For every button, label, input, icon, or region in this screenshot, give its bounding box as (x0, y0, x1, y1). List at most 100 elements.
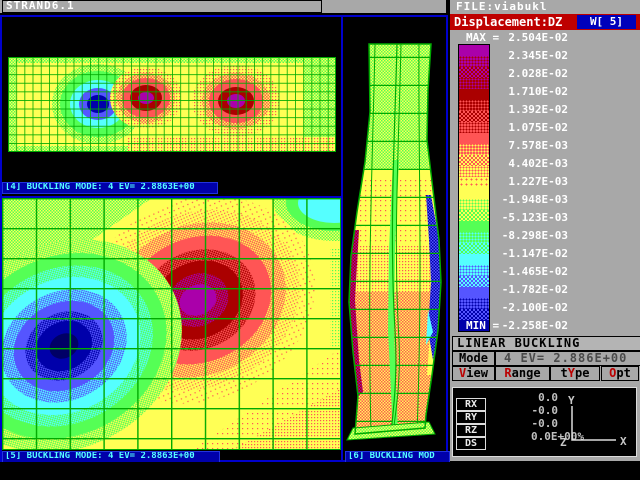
legend-value: 4.402E-03 (508, 157, 568, 170)
legend-band (459, 56, 489, 67)
legend-min-label: MIN = (466, 319, 500, 332)
legend-value: 1.392E-02 (508, 103, 568, 116)
result-banner: Displacement:DZ W[ 5] (450, 14, 640, 30)
window-indicator: W[ 5] (577, 15, 636, 29)
range-rest: ange (511, 366, 541, 380)
opt-rest: pt (616, 366, 631, 380)
legend-band (459, 166, 489, 177)
legend-band (459, 221, 489, 232)
legend-value: -2.258E-02 (501, 319, 568, 332)
legend-band (459, 67, 489, 78)
legend-band (459, 254, 489, 265)
legend-value: -1.948E-03 (501, 193, 568, 206)
rx-label: RX (456, 398, 486, 411)
view-button[interactable]: View (452, 366, 495, 381)
window-6-side-view[interactable] (345, 30, 446, 448)
legend-band (459, 89, 489, 100)
legend-band (459, 276, 489, 287)
legend-value: -1.782E-02 (501, 283, 568, 296)
plan-view-plot (8, 57, 336, 152)
titlebar-divider (446, 0, 450, 13)
type-pre: t (560, 366, 568, 380)
file-name: FILE:viabukl (456, 0, 548, 13)
legend-band (459, 298, 489, 309)
legend-colorbar (458, 44, 490, 332)
legend-band (459, 122, 489, 133)
ry-value: -0.0 (531, 404, 559, 417)
side-view-plot (346, 43, 442, 441)
result-type-label: Displacement:DZ (454, 15, 563, 29)
legend-value: 7.578E-03 (508, 139, 568, 152)
window-frame (341, 15, 343, 461)
window-frame (0, 15, 2, 461)
window-5-label: [5] BUCKLING MODE: 4 EV= 2.8863E+00 (2, 451, 220, 462)
contour-plot (0, 165, 394, 453)
legend-value: -1.147E-02 (501, 247, 568, 260)
rz-value: -0.0 (531, 417, 559, 430)
status-row-ds: DS 0.0E+00% (456, 431, 584, 450)
legend-band (459, 243, 489, 254)
legend-value: -8.298E-03 (501, 229, 568, 242)
legend-band (459, 199, 489, 210)
legend-band (459, 133, 489, 144)
view-rest: iew (466, 366, 488, 380)
mode-button[interactable]: Mode (452, 351, 495, 366)
axis-z-label: Z (560, 436, 567, 449)
legend-band (459, 155, 489, 166)
window-frame (446, 15, 448, 461)
legend-value: 2.504E-02 (508, 31, 568, 44)
legend-band (459, 144, 489, 155)
opt-button[interactable]: Opt (601, 366, 639, 381)
legend-band (459, 309, 489, 320)
legend-band (459, 177, 489, 188)
window-6-label: [6] BUCKLING MOD (345, 451, 450, 462)
range-button[interactable]: Range (495, 366, 550, 381)
legend-value: -5.123E-03 (501, 211, 568, 224)
legend-value: 1.710E-02 (508, 85, 568, 98)
legend-band (459, 232, 489, 243)
legend-value: 2.028E-02 (508, 67, 568, 80)
legend-value: -2.100E-02 (501, 301, 568, 314)
window-frame (0, 460, 448, 462)
axis-y-label: Y (568, 394, 575, 407)
ry-label: RY (456, 411, 486, 424)
window-4-plan-view[interactable] (8, 57, 336, 152)
axis-triad-icon: Y Z X (560, 394, 627, 449)
legend-max-label: MAX = (466, 31, 500, 44)
legend-value: -1.465E-02 (501, 265, 568, 278)
window-4-label: [4] BUCKLING MODE: 4 EV= 2.8863E+00 (2, 182, 218, 194)
status-row-rx: RX 0.0 (456, 392, 558, 411)
window-frame (0, 196, 343, 198)
type-button[interactable]: tYpe (550, 366, 600, 381)
axis-x-label: X (620, 435, 627, 448)
legend-band (459, 45, 489, 56)
legend-band (459, 320, 489, 331)
mode-value: 4 EV= 2.886E+00 (495, 351, 640, 366)
rx-value: 0.0 (538, 391, 558, 404)
status-row-ry: RY -0.0 (456, 405, 558, 424)
menu-bar-outline (2, 0, 322, 13)
legend-value: 1.227E-03 (508, 175, 568, 188)
rz-label: RZ (456, 424, 486, 437)
legend-value: 1.075E-02 (508, 121, 568, 134)
status-row-rz: RZ -0.0 (456, 418, 558, 437)
legend-band (459, 287, 489, 298)
legend-value: 2.345E-02 (508, 49, 568, 62)
section-title: LINEAR BUCKLING (452, 336, 640, 351)
status-panel: RX 0.0 RY -0.0 RZ -0.0 DS 0.0E+00% Y Z X (452, 387, 637, 457)
legend-band (459, 111, 489, 122)
control-panel: Displacement:DZ W[ 5] MAX = 2.504E-02 2.3… (450, 13, 640, 461)
legend-values: 2.504E-02 2.345E-02 2.028E-02 1.710E-02 1.39… (476, 31, 568, 332)
opt-hotkey: O (609, 366, 617, 380)
legend-band (459, 210, 489, 221)
window-5-contour-view[interactable] (0, 165, 394, 453)
legend-band (459, 265, 489, 276)
ds-value: 0.0E+00% (531, 430, 584, 443)
ds-label: DS (456, 437, 486, 450)
range-hotkey: R (504, 366, 512, 380)
type-hotkey: Y (567, 366, 575, 380)
app-title: STRAND6.1 (6, 0, 75, 12)
view-hotkey: V (459, 366, 467, 380)
legend-band (459, 100, 489, 111)
